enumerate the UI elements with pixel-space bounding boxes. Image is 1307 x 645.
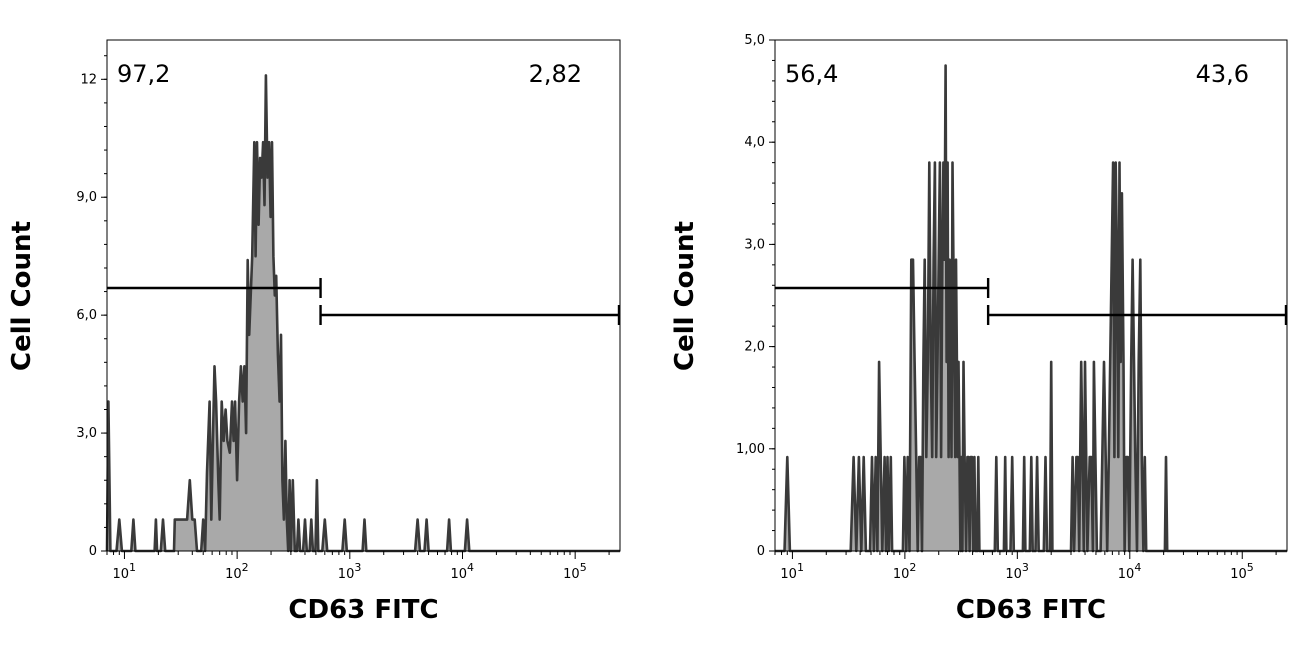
x-tick-exponent: 5 — [1247, 561, 1254, 574]
x-tick-base: 10 — [112, 567, 129, 582]
x-tick-exponent: 4 — [467, 561, 474, 574]
gate-percentage-label: 43,6 — [1196, 60, 1249, 88]
x-tick-base: 10 — [1118, 567, 1135, 582]
gate-percentage-label: 97,2 — [117, 60, 170, 88]
y-tick-label: 6,0 — [76, 308, 97, 323]
x-tick-label: 102 — [225, 561, 249, 582]
x-tick-label: 103 — [1005, 561, 1029, 582]
x-tick-base: 10 — [1230, 567, 1247, 582]
x-tick-exponent: 1 — [129, 561, 136, 574]
x-tick-label: 101 — [112, 561, 136, 582]
y-tick-label: 0 — [757, 544, 765, 559]
x-tick-exponent: 3 — [354, 561, 361, 574]
y-tick-label: 1,00 — [736, 442, 765, 457]
histogram-fill — [107, 75, 620, 552]
y-axis-title: Cell Count — [670, 221, 700, 371]
x-axis-title: CD63 FITC — [956, 595, 1106, 625]
x-tick-base: 10 — [225, 567, 242, 582]
x-tick-label: 105 — [563, 561, 587, 582]
plot-frame — [774, 39, 1288, 552]
x-tick-base: 10 — [1005, 567, 1022, 582]
x-axis-title: CD63 FITC — [288, 595, 438, 625]
x-tick-base: 10 — [338, 567, 355, 582]
y-axis-title: Cell Count — [7, 221, 37, 371]
gate-percentage-label: 2,82 — [529, 60, 582, 88]
y-tick-label: 3,0 — [76, 426, 97, 441]
x-tick-base: 10 — [563, 567, 580, 582]
x-tick-exponent: 1 — [797, 561, 804, 574]
y-tick-label: 9,0 — [76, 190, 97, 205]
y-tick-label: 3,0 — [744, 237, 765, 252]
x-tick-label: 103 — [338, 561, 362, 582]
y-tick-label: 5,0 — [744, 33, 765, 48]
x-tick-label: 104 — [1118, 561, 1142, 582]
x-tick-exponent: 2 — [909, 561, 916, 574]
x-tick-label: 105 — [1230, 561, 1254, 582]
x-tick-exponent: 4 — [1134, 561, 1141, 574]
x-tick-label: 102 — [893, 561, 917, 582]
plot-frame — [106, 39, 621, 552]
x-tick-exponent: 3 — [1022, 561, 1029, 574]
y-tick-label: 2,0 — [744, 340, 765, 355]
x-tick-base: 10 — [893, 567, 910, 582]
y-tick-label: 12 — [80, 72, 97, 87]
y-tick-label: 0 — [89, 544, 97, 559]
x-tick-exponent: 2 — [242, 561, 249, 574]
x-tick-base: 10 — [450, 567, 467, 582]
x-tick-label: 104 — [450, 561, 474, 582]
x-tick-exponent: 5 — [580, 561, 587, 574]
histogram-outline — [775, 64, 1287, 553]
x-tick-label: 101 — [780, 561, 804, 582]
y-tick-label: 4,0 — [744, 135, 765, 150]
x-tick-base: 10 — [780, 567, 797, 582]
gate-percentage-label: 56,4 — [785, 60, 838, 88]
histogram-outline — [105, 74, 620, 553]
